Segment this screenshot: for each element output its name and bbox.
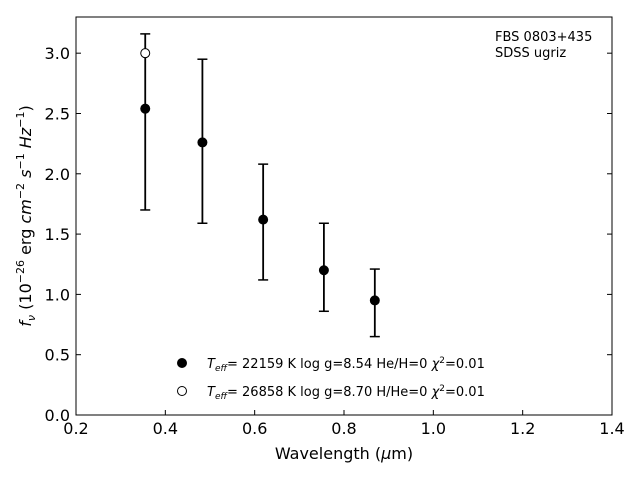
x-tick-label: 1.0 <box>421 419 446 438</box>
x-tick-label: 0.6 <box>242 419 267 438</box>
legend-marker-filled <box>177 358 187 368</box>
y-tick-label: 0.0 <box>45 406 70 425</box>
y-tick-label: 2.0 <box>45 165 70 184</box>
y-tick-label: 1.0 <box>45 285 70 304</box>
x-tick-label: 0.2 <box>63 419 88 438</box>
legend-entry-filled: Teff= 22159 K log g=8.54 He/H=0 χ2=0.01 <box>207 356 485 374</box>
y-tick-label: 1.5 <box>45 225 70 244</box>
x-tick-label: 0.4 <box>153 419 178 438</box>
model-point-filled <box>258 214 269 225</box>
x-tick-label: 1.4 <box>599 419 624 438</box>
y-tick-label: 3.0 <box>45 44 70 63</box>
y-tick-label: 2.5 <box>45 104 70 123</box>
x-tick-label: 1.2 <box>510 419 535 438</box>
model-point-filled <box>197 137 208 148</box>
model-point-filled <box>318 265 329 276</box>
data-points <box>140 48 380 306</box>
legend-entry-open: Teff= 26858 K log g=8.70 H/He=0 χ2=0.01 <box>207 384 485 402</box>
model-point-open <box>140 48 151 59</box>
model-point-filled <box>369 295 380 306</box>
y-axis-label: fν (10−26 erg cm−2 s−1 Hz−1) <box>14 105 38 326</box>
x-tick-label: 0.8 <box>331 419 356 438</box>
legend: Teff= 22159 K log g=8.54 He/H=0 χ2=0.01 … <box>177 356 485 402</box>
axis-ticks: 0.2 0.4 0.6 0.8 1.0 1.2 1.4 0.0 0.5 1.0 1.5 2.0 2.5 3… <box>45 44 625 438</box>
legend-marker-open <box>177 386 187 396</box>
y-tick-label: 0.5 <box>45 346 70 365</box>
model-point-filled <box>140 103 151 114</box>
object-annotation: FBS 0803+435 <box>495 30 592 45</box>
filter-annotation: SDSS ugriz <box>495 46 566 61</box>
x-axis-label: Wavelength (μm) <box>275 444 413 463</box>
